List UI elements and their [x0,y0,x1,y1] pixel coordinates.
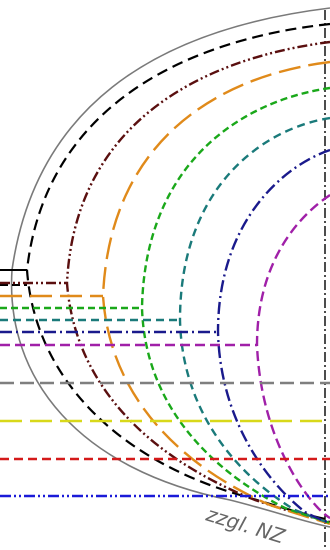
orange-contour [101,60,330,526]
navy-contour [216,148,330,525]
green-contour [140,86,330,525]
nz-label: zzgl. NZ [203,502,289,549]
teal-contour [178,116,330,525]
outer-contour-solid [10,7,330,528]
magenta-contour [255,194,330,520]
darkred-contour [65,40,330,524]
